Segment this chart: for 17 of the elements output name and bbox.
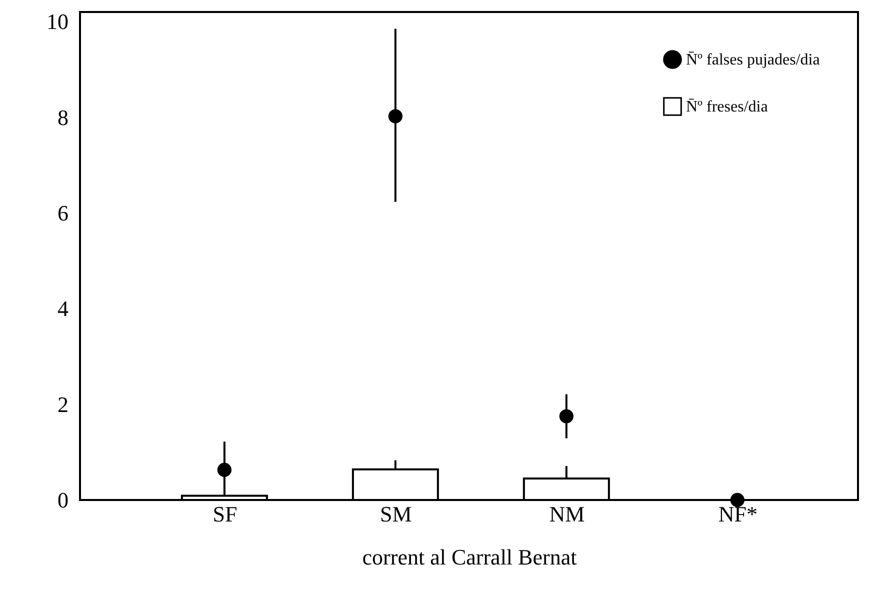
point: [730, 492, 744, 508]
x-tick-label: NF*: [718, 502, 758, 526]
y-tick-label: 4: [58, 296, 68, 322]
legend-label: N̄º freses/dia: [686, 98, 768, 116]
point: [217, 462, 232, 477]
point: [559, 409, 574, 424]
y-tick-label: 10: [46, 9, 68, 34]
point: [388, 109, 403, 124]
x-tick-label: SM: [380, 502, 412, 526]
y-tick-label: 8: [58, 104, 68, 130]
legend-label: N̄º falses pujades/dia: [686, 52, 820, 68]
x-tick-label: SF: [212, 502, 238, 526]
y-tick-label: 2: [58, 392, 68, 417]
y-tick-label: 6: [58, 200, 68, 226]
y-tick-label: 0: [58, 488, 68, 512]
x-axis-title: corrent al Carrall Bernat: [362, 544, 577, 570]
x-tick-label: NM: [549, 502, 585, 526]
